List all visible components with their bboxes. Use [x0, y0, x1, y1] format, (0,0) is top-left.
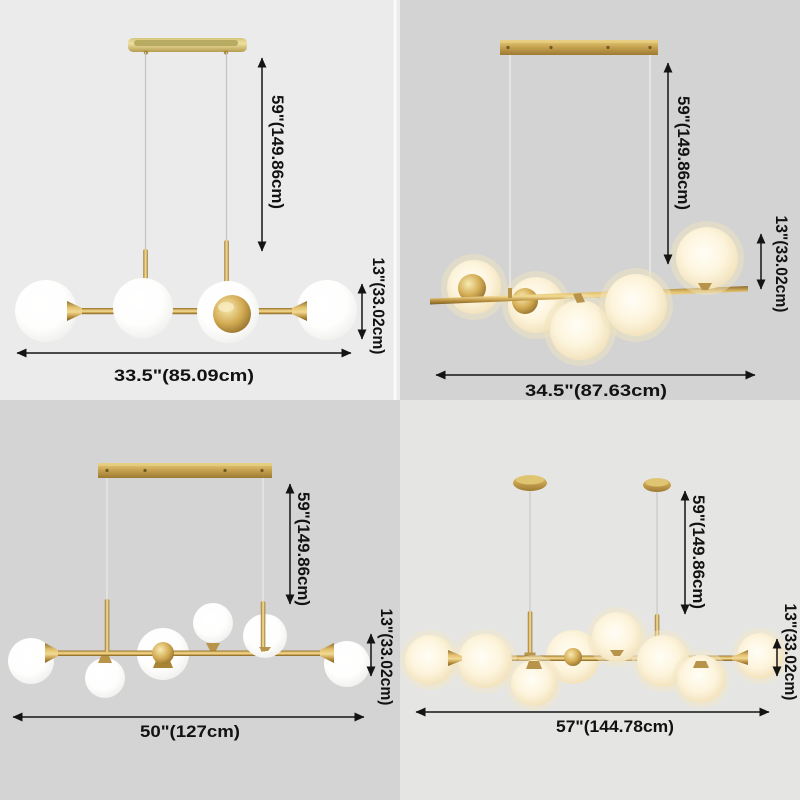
globe — [677, 655, 725, 703]
globe — [737, 633, 783, 679]
globe — [15, 280, 77, 342]
canopy-screw — [549, 45, 553, 50]
globe — [297, 280, 357, 340]
canopy-bar — [98, 463, 272, 478]
hub-disc — [458, 274, 486, 302]
width-label: 33.5"(85.09cm) — [114, 366, 254, 385]
center-hub-disc — [213, 295, 251, 333]
globe — [676, 227, 738, 289]
fixture-height-label: 13"(33.02cm) — [772, 216, 790, 313]
globe — [637, 635, 689, 687]
globe-cup — [259, 647, 271, 651]
quadrant-background — [400, 400, 800, 800]
canopy-screw — [648, 45, 652, 50]
variant-4-globe: 59"(149.86cm) 13"(33.02cm) 33.5"(85.09cm… — [0, 0, 400, 400]
variant-8-globe: 59"(149.86cm) 13"(33.02cm) 57"(144.78cm) — [400, 400, 800, 800]
hub-disc — [152, 642, 174, 664]
fixture-rod — [56, 650, 322, 656]
canopy-screw — [506, 45, 510, 50]
hub-disc — [512, 288, 538, 314]
globe — [511, 660, 557, 706]
end-cone — [45, 643, 58, 663]
globe-hanger-cone — [693, 661, 709, 668]
canopy-bar — [500, 40, 658, 55]
variant-5-globe: 59"(149.86cm) 13"(33.02cm) 34.5"(87.63cm… — [400, 0, 800, 400]
suspension-height-label: 59"(149.86cm) — [294, 492, 312, 606]
globe-hanger-cone — [98, 656, 112, 663]
globe-cup — [610, 650, 624, 656]
globe — [8, 638, 54, 684]
width-label: 57"(144.78cm) — [556, 717, 674, 736]
quadrant-divider — [393, 0, 397, 400]
end-cone — [67, 301, 82, 321]
globe — [550, 300, 610, 360]
suspension-height-label: 59"(149.86cm) — [268, 95, 286, 209]
end-cone — [448, 650, 462, 666]
globe — [605, 274, 667, 336]
canopy-screw — [223, 468, 227, 473]
canopy-screw — [606, 45, 610, 50]
globe — [592, 612, 642, 662]
globe — [85, 658, 125, 698]
canopy-screw — [105, 468, 109, 473]
disc-highlight — [218, 302, 234, 312]
stem — [527, 611, 533, 657]
suspension-height-label: 59"(149.86cm) — [689, 495, 707, 609]
globe — [405, 635, 455, 685]
globe — [458, 634, 512, 688]
hub-disc — [564, 648, 582, 666]
end-cone — [292, 301, 307, 321]
canopy-screw — [143, 468, 147, 473]
stem — [260, 601, 266, 652]
dimensions: 59"(149.86cm) 13"(33.02cm) 50"(127cm) — [12, 483, 395, 741]
globe-cup — [698, 283, 712, 290]
dimensions: 59"(149.86cm) 13"(33.02cm) 33.5"(85.09cm… — [16, 57, 387, 385]
canopy-disc — [643, 478, 671, 492]
fixture-height-label: 13"(33.02cm) — [781, 604, 799, 701]
suspension-height-label: 59"(149.86cm) — [674, 96, 692, 210]
fixture-rod — [454, 655, 736, 661]
variant-6-globe: 59"(149.86cm) 13"(33.02cm) 50"(127cm) — [0, 400, 400, 800]
dimensions: 59"(149.86cm) 13"(33.02cm) 34.5"(87.63cm… — [435, 62, 790, 400]
end-cone — [734, 650, 748, 665]
stem — [104, 599, 110, 652]
globe-hanger-cone — [526, 661, 542, 669]
stem-tee — [524, 652, 536, 656]
globe — [193, 603, 233, 643]
globe-cup — [206, 643, 220, 651]
width-label: 34.5"(87.63cm) — [525, 381, 667, 400]
canopy-disc — [513, 475, 547, 491]
fixture-rod — [60, 308, 298, 315]
width-label: 50"(127cm) — [140, 722, 240, 741]
canopy-screw — [260, 468, 264, 473]
fixture-height-label: 13"(33.02cm) — [377, 609, 395, 706]
globe — [324, 641, 370, 687]
fixture-height-label: 13"(33.02cm) — [369, 258, 387, 355]
end-cone — [320, 643, 334, 663]
globe — [113, 278, 173, 338]
dimensions: 59"(149.86cm) 13"(33.02cm) 57"(144.78cm) — [415, 490, 799, 736]
quadrant-background — [0, 0, 400, 400]
cable-connector — [508, 288, 512, 298]
globe-hanger-cone — [573, 293, 585, 303]
